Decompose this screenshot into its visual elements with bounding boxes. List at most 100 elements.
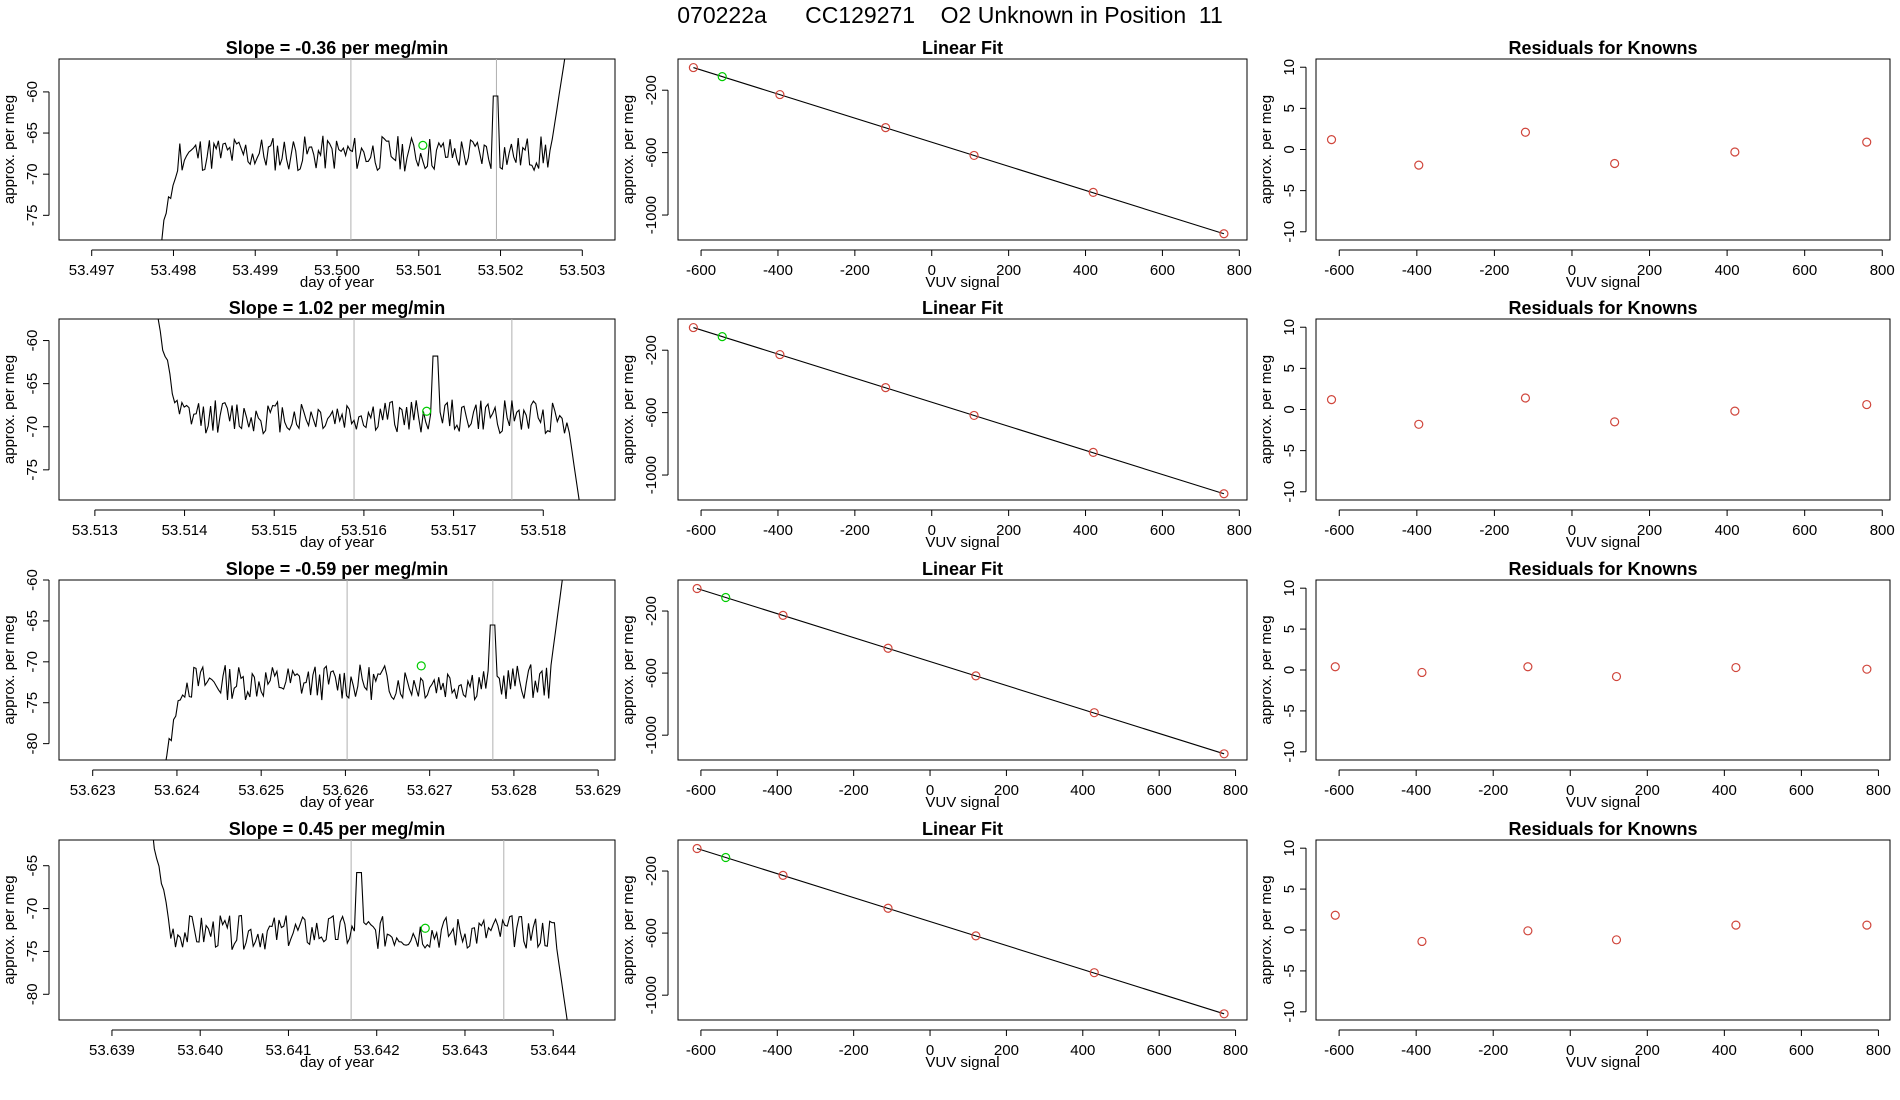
residual-point [1417, 667, 1427, 678]
x-tick-label: 800 [1866, 1042, 1891, 1059]
x-tick-label: -600 [1324, 782, 1354, 799]
x-tick-label: -200 [839, 782, 869, 799]
y-tick-label: -200 [643, 335, 660, 365]
x-tick-label: -600 [686, 782, 716, 799]
x-tick-label: -200 [840, 522, 870, 539]
chart-title: Slope = -0.36 per meg/min [226, 38, 449, 58]
y-tick-label: 5 [1281, 885, 1298, 893]
fit-line [696, 848, 1225, 1015]
x-axis-label: VUV signal [1566, 534, 1640, 551]
panel-residuals-3: Residuals for Knowns -600 -400 -200 0 200 400 6… [1258, 559, 1891, 811]
known-point [969, 410, 979, 421]
residual-point [1862, 137, 1872, 147]
y-axis-label: approx. per meg [1, 95, 18, 204]
plot-frame [677, 318, 1248, 501]
x-tick-label: -200 [840, 262, 870, 279]
x-tick-label: 53.499 [232, 262, 278, 279]
y-tick-label: -5 [1281, 184, 1298, 197]
plot-area [165, 580, 563, 760]
x-tick-label: 53.627 [407, 782, 453, 799]
x-tick-label: 53.515 [251, 522, 297, 539]
known-point [688, 322, 698, 333]
x-axis-label: VUV signal [1566, 794, 1640, 811]
y-axis-label: approx. per meg [1, 615, 18, 724]
x-tick-label: 800 [1227, 262, 1252, 279]
residual-point [1523, 926, 1533, 936]
y-tick-label: -1000 [643, 716, 660, 754]
y-tick-label: -75 [24, 941, 41, 963]
residual-point [1330, 662, 1340, 672]
x-tick-label: -200 [1478, 1042, 1508, 1059]
x-tick-label: 53.642 [354, 1042, 400, 1059]
unknown-point [418, 140, 428, 150]
known-point [883, 903, 893, 913]
chart-title: Residuals for Knowns [1508, 298, 1697, 318]
x-tick-label: 53.517 [431, 522, 477, 539]
residual-point [1611, 671, 1622, 682]
known-point [1089, 708, 1099, 718]
chart-title: Linear Fit [922, 559, 1003, 579]
known-point [881, 383, 891, 393]
x-tick-label: 400 [1715, 522, 1740, 539]
y-tick-label: -1000 [643, 976, 660, 1014]
y-axis-label: approx. per meg [1258, 875, 1275, 984]
x-axis-label: VUV signal [1566, 274, 1640, 291]
y-tick-label: -200 [643, 856, 660, 886]
known-point [1219, 1009, 1229, 1019]
x-axis-label: day of year [300, 1054, 374, 1071]
plot-area [688, 322, 1229, 499]
y-tick-label: -5 [1281, 444, 1298, 457]
residual-point [1523, 662, 1533, 672]
x-tick-label: 200 [1635, 1042, 1660, 1059]
known-point [778, 870, 788, 880]
residual-point [1520, 127, 1531, 137]
residual-point [1862, 920, 1872, 930]
y-tick-label: -65 [24, 122, 41, 144]
fit-line [696, 588, 1225, 755]
panel-fit-4: Linear Fit -600 -400 -200 0 200 400 600 800 VUV s… [620, 819, 1248, 1071]
chart-title: Residuals for Knowns [1508, 559, 1697, 579]
residual-point [1414, 419, 1424, 429]
panel-fit-1: Linear Fit -600 -400 -200 0 200 400 600 800 VUV s… [620, 38, 1252, 291]
y-tick-label: -200 [643, 75, 660, 105]
y-tick-label: 5 [1281, 364, 1298, 372]
x-axis-label: VUV signal [925, 1054, 999, 1071]
x-tick-label: 0 [926, 1042, 934, 1059]
x-tick-label: -400 [762, 782, 792, 799]
y-tick-label: -5 [1281, 964, 1298, 977]
residual-point [1326, 395, 1337, 405]
x-tick-label: 400 [1715, 262, 1740, 279]
x-tick-label: 53.513 [72, 522, 118, 539]
x-tick-label: 53.625 [238, 782, 284, 799]
x-tick-label: 400 [1070, 1042, 1095, 1059]
y-tick-label: -70 [24, 651, 41, 673]
x-axis-label: VUV signal [925, 794, 999, 811]
chart-title: Residuals for Knowns [1508, 38, 1697, 58]
residual-point [1330, 910, 1340, 920]
x-tick-label: 400 [1712, 1042, 1737, 1059]
x-tick-label: 0 [1566, 782, 1574, 799]
x-tick-label: -200 [839, 1042, 869, 1059]
x-tick-label: 400 [1073, 522, 1098, 539]
x-tick-label: 200 [1637, 522, 1662, 539]
x-tick-label: 600 [1789, 782, 1814, 799]
known-point [692, 843, 702, 854]
y-tick-label: 0 [1281, 145, 1298, 153]
x-tick-label: -400 [763, 522, 793, 539]
y-tick-label: -80 [24, 983, 41, 1005]
y-axis-label: approx. per meg [620, 355, 637, 464]
x-tick-label: 800 [1227, 522, 1252, 539]
x-tick-label: 0 [1568, 262, 1576, 279]
plot-frame [677, 839, 1248, 1021]
series-line [161, 59, 566, 240]
unknown-point [721, 852, 731, 863]
x-tick-label: 800 [1870, 522, 1895, 539]
x-tick-label: -400 [1401, 1042, 1431, 1059]
residual-point [1731, 662, 1741, 673]
x-tick-label: 53.641 [266, 1042, 312, 1059]
x-tick-label: 53.516 [341, 522, 387, 539]
x-tick-label: 800 [1866, 782, 1891, 799]
plot-area [152, 840, 568, 1020]
series-line [157, 319, 580, 500]
x-tick-label: 53.503 [559, 262, 605, 279]
